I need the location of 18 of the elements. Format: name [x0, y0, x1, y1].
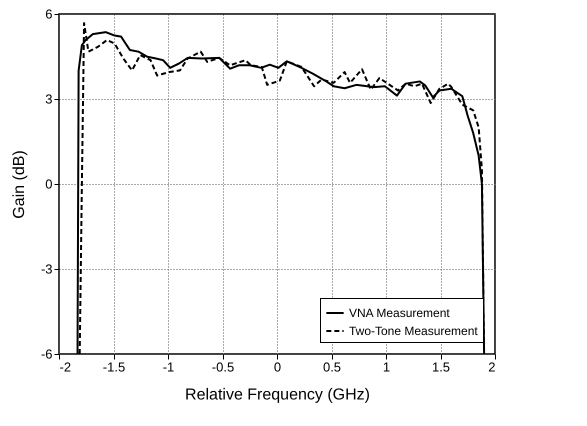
- x-tick-label: 0.5: [322, 360, 342, 374]
- y-tick-label: 3: [45, 92, 52, 106]
- x-tick-label: -0.5: [212, 360, 234, 374]
- y-tick-label: 6: [45, 6, 52, 22]
- legend-label: VNA Measurement: [349, 306, 450, 320]
- x-axis-title: Relative Frequency (GHz): [185, 386, 370, 404]
- x-tick-label: 1: [382, 360, 390, 374]
- x-tick-label: -2: [60, 360, 72, 374]
- x-tick-label: 2: [488, 360, 496, 374]
- x-tick-label: -1: [162, 360, 174, 374]
- y-tick-label: -3: [40, 262, 52, 276]
- x-tick-label: 0: [274, 360, 282, 374]
- y-tick-label: -6: [40, 346, 52, 362]
- y-axis-title: Gain (dB): [10, 150, 28, 219]
- x-tick-label: 1.5: [432, 360, 450, 374]
- legend-label: Two-Tone Measurement: [349, 324, 478, 338]
- x-tick-label: -1.5: [102, 360, 126, 374]
- y-tick-label: 0: [45, 176, 52, 192]
